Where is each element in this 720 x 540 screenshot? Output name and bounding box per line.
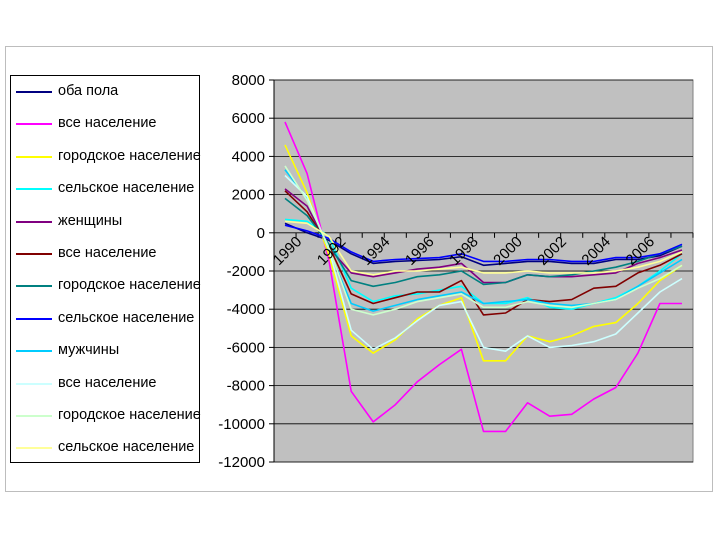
legend-item: сельское население xyxy=(11,309,199,329)
legend-item: сельское население xyxy=(11,179,199,199)
legend-label: все население xyxy=(58,115,157,132)
y-tick-label: 2000 xyxy=(232,187,265,204)
legend-label: женщины xyxy=(58,212,123,229)
legend-item: городское население xyxy=(11,147,201,167)
legend-swatch xyxy=(16,317,52,320)
legend-label: сельское население xyxy=(58,439,195,456)
series-line-7 xyxy=(284,197,683,288)
legend-item: сельское население xyxy=(11,438,199,458)
legend-swatch xyxy=(16,447,52,450)
legend-label: городское население xyxy=(58,147,201,164)
legend-label: городское население xyxy=(58,277,201,294)
y-tick-label: 8000 xyxy=(232,72,265,89)
legend-label: городское население xyxy=(58,407,201,423)
legend-swatch xyxy=(16,382,52,385)
legend-swatch xyxy=(16,415,52,417)
legend-swatch xyxy=(16,188,52,191)
legend-item: все население xyxy=(11,114,199,134)
legend-item: городское население xyxy=(11,406,201,426)
series-line-8 xyxy=(284,224,683,263)
legend-swatch xyxy=(16,220,52,223)
y-tick-label: 6000 xyxy=(232,110,265,127)
legend-item: городское население xyxy=(11,276,201,296)
series-line-3 xyxy=(284,144,683,362)
legend-item: все население xyxy=(11,244,199,264)
legend-item: мужчины xyxy=(11,341,199,361)
series-line-6 xyxy=(284,190,683,316)
y-tick-label: -8000 xyxy=(227,378,265,395)
legend-label: все население xyxy=(58,245,157,261)
series-line-11 xyxy=(284,165,683,316)
y-tick-label: -4000 xyxy=(227,301,265,318)
series-line-10 xyxy=(284,174,683,353)
legend-item: все население xyxy=(11,374,199,394)
series-line-5 xyxy=(284,188,683,284)
y-tick-label: -12000 xyxy=(218,454,265,471)
legend-swatch xyxy=(16,253,52,255)
legend: оба пола все население городское население… xyxy=(10,75,201,463)
y-tick-label: -10000 xyxy=(218,416,265,433)
legend-label: сельское население xyxy=(58,309,195,326)
legend-item: женщины xyxy=(11,212,199,232)
y-tick-label: 4000 xyxy=(232,148,265,165)
legend-label: сельское население xyxy=(58,180,195,197)
y-tick-label: 0 xyxy=(257,225,265,242)
legend-swatch xyxy=(16,123,52,126)
series-line-12 xyxy=(284,220,683,276)
legend-label: все население xyxy=(58,374,157,391)
legend-item: оба пола xyxy=(11,82,199,102)
legend-swatch xyxy=(16,285,52,288)
legend-swatch xyxy=(16,350,52,353)
y-tick-label: -2000 xyxy=(227,263,265,280)
legend-swatch xyxy=(16,155,52,158)
series-line-2 xyxy=(284,121,682,433)
y-tick-label: -6000 xyxy=(227,339,265,356)
legend-swatch xyxy=(16,91,52,93)
legend-label: оба пола xyxy=(58,83,119,99)
series-line-1 xyxy=(284,222,683,267)
legend-label: мужчины xyxy=(58,342,120,359)
